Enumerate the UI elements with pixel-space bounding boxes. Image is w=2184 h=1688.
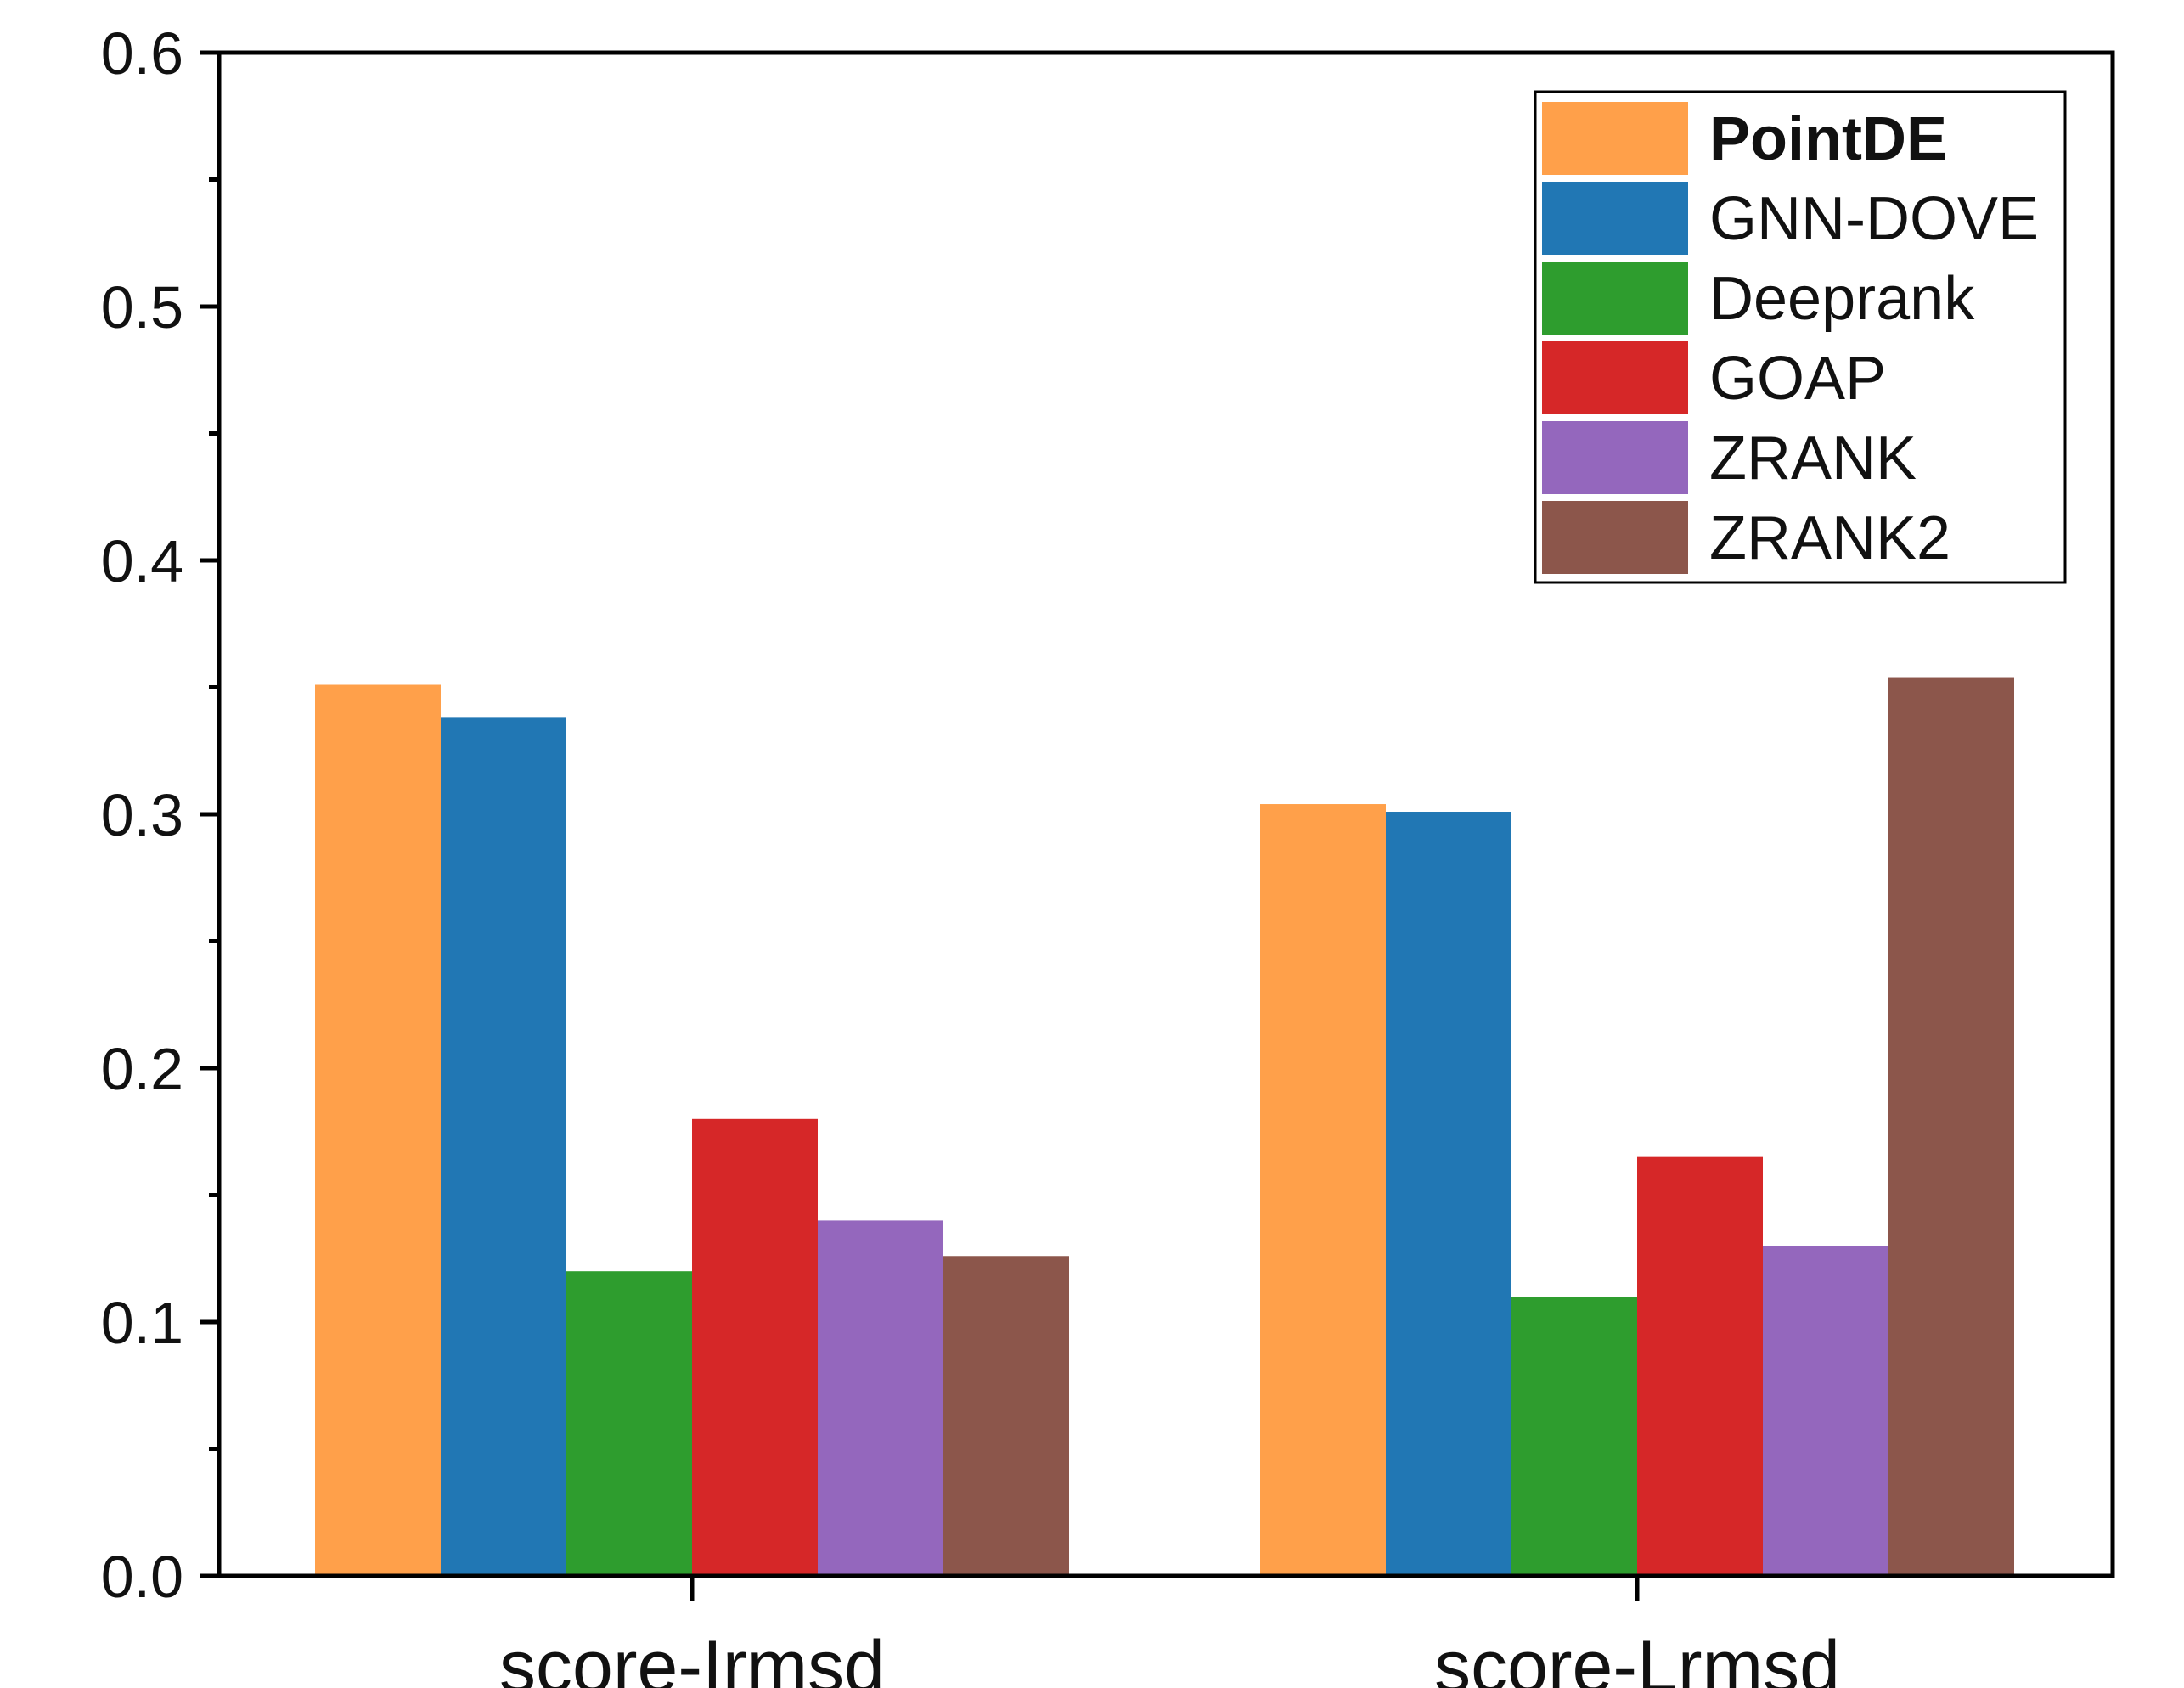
- legend-swatch-gnn-dove: [1542, 182, 1688, 255]
- y-tick-label: 0.2: [101, 1036, 183, 1102]
- axes-group: 0.0 0.1 0.2 0.3 0.4 0.5 0.6 score-Irmsd score-Lr…: [101, 20, 2115, 1688]
- bar-zrank-score-lrmsd: [1763, 1246, 1888, 1576]
- legend-swatch-zrank2: [1542, 501, 1688, 574]
- legend-label-zrank2: ZRANK2: [1709, 504, 1950, 572]
- y-tick-label: 0.4: [101, 528, 183, 594]
- bar-deeprank-score-irmsd: [566, 1271, 692, 1576]
- y-tick-label: 0.3: [101, 782, 183, 848]
- bar-goap-score-lrmsd: [1637, 1156, 1763, 1576]
- x-category-label: score-Lrmsd: [1434, 1626, 1840, 1688]
- legend-swatch-pointde: [1542, 102, 1688, 175]
- bar-goap-score-irmsd: [692, 1118, 818, 1576]
- legend-label-gnn-dove: GNN-DOVE: [1709, 185, 2039, 253]
- bar-gnn-dove-score-irmsd: [441, 717, 566, 1576]
- legend-swatch-goap: [1542, 341, 1688, 414]
- bars-group: [315, 677, 2014, 1576]
- bar-pointde-score-irmsd: [315, 684, 441, 1576]
- bar-zrank2-score-irmsd: [943, 1256, 1069, 1576]
- legend: PointDE GNN-DOVE Deeprank GOAP ZRANK ZRANK2: [1534, 90, 2067, 584]
- legend-label-goap: GOAP: [1709, 345, 1886, 413]
- legend-label-zrank: ZRANK: [1709, 425, 1917, 492]
- bar-deeprank-score-lrmsd: [1511, 1297, 1637, 1576]
- x-category-label: score-Irmsd: [499, 1626, 885, 1688]
- y-tick-label: 0.6: [101, 20, 183, 87]
- legend-swatch-deeprank: [1542, 262, 1688, 335]
- legend-swatch-zrank: [1542, 421, 1688, 494]
- bar-zrank2-score-lrmsd: [1888, 677, 2014, 1576]
- y-tick-label: 0.0: [101, 1544, 183, 1610]
- legend-label-deeprank: Deeprank: [1709, 265, 1975, 333]
- y-tick-label: 0.5: [101, 274, 183, 340]
- bar-gnn-dove-score-lrmsd: [1386, 812, 1511, 1576]
- bar-pointde-score-lrmsd: [1260, 804, 1386, 1576]
- legend-label-pointde: PointDE: [1709, 105, 1947, 173]
- bar-zrank-score-irmsd: [818, 1220, 943, 1576]
- y-tick-label: 0.1: [101, 1290, 183, 1356]
